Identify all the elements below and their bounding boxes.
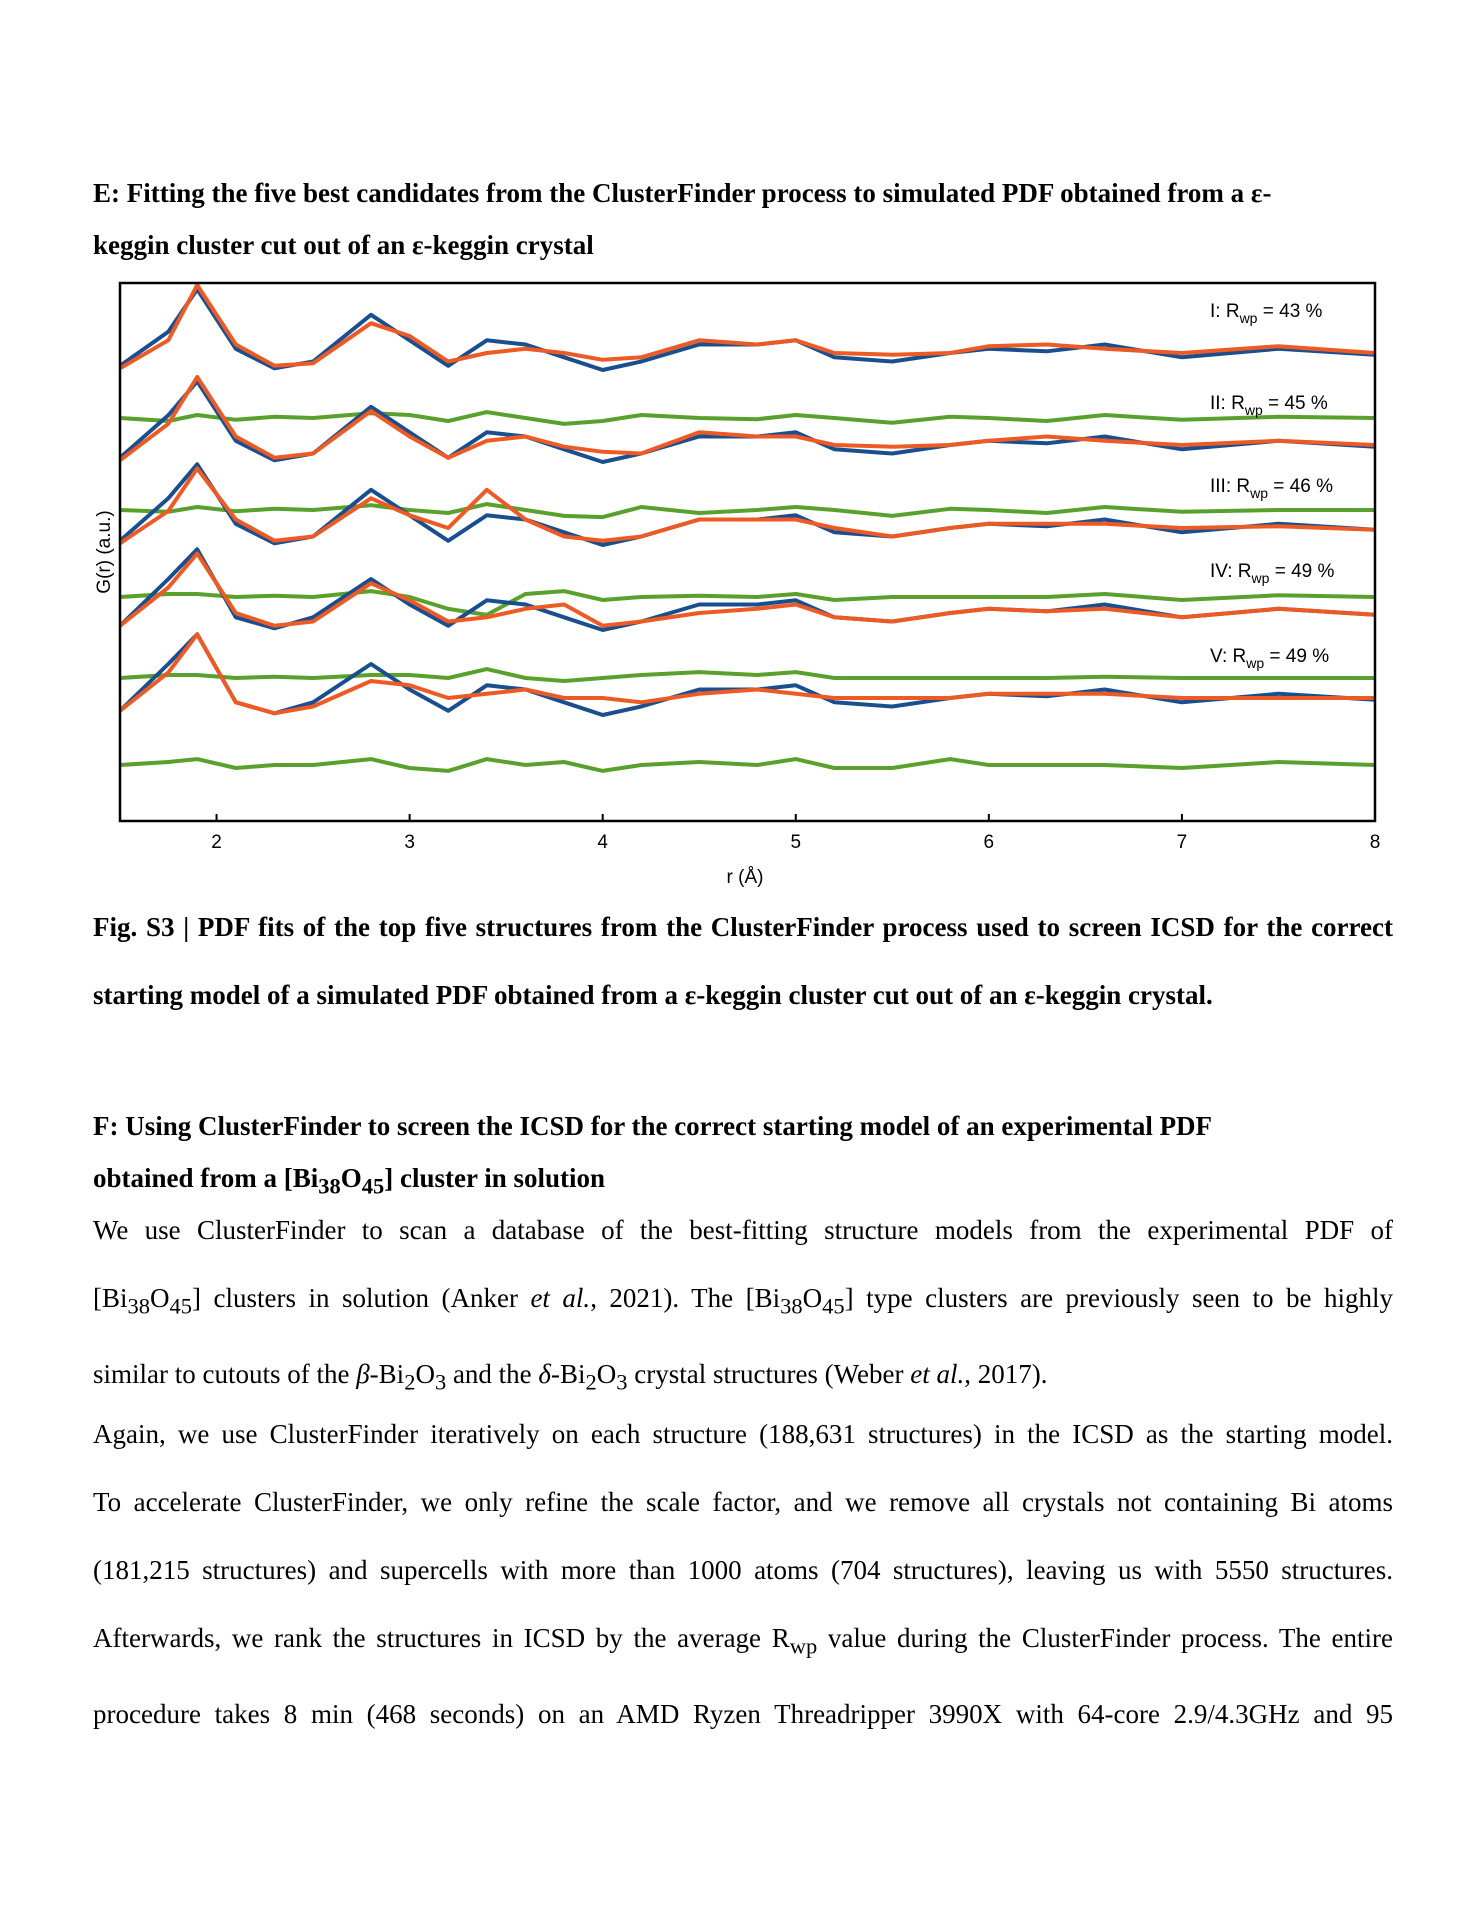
panel-2-difference-curve [119, 502, 1375, 520]
paragraph-2-line2: To accelerate ClusterFinder, we only ref… [93, 1487, 1393, 1517]
plot-frame [118, 281, 1377, 823]
panel-3-difference-curve [119, 589, 1376, 617]
panel-5-rwp-label: V: Rwp = 49 % [1210, 646, 1329, 671]
paragraph-2-line5: procedure takes 8 min (468 seconds) on a… [93, 1699, 1393, 1730]
panel-1-observed-curve [118, 287, 1376, 372]
panel-2-observed-curve [118, 379, 1376, 464]
paragraph-2-line1: Again, we use ClusterFinder iteratively … [93, 1419, 1393, 1449]
paragraph-2-line4: Afterwards, we rank the structures in IC… [93, 1623, 1393, 1659]
x-tick-label-6: 6 [984, 832, 995, 853]
x-tick-label-5: 5 [790, 832, 801, 853]
pdf-fits-figure: I: Rwp = 43 % II: Rwp = 45 % III: Rwp = 46… [94, 281, 1380, 888]
paragraph-1-line1: We use ClusterFinder to scan a database … [93, 1215, 1393, 1245]
section-f-heading: F: Using ClusterFinder to screen the ICS… [93, 1100, 1393, 1212]
x-tick-label-8: 8 [1370, 832, 1381, 853]
paragraph-2: Again, we use ClusterFinder iteratively … [93, 1400, 1393, 1748]
section-e-heading-line2: keggin cluster cut out of an ε-keggin cr… [93, 230, 594, 260]
panel-2-rwp-label: II: Rwp = 45 % [1210, 393, 1328, 418]
x-tick-label-3: 3 [404, 832, 415, 853]
x-axis-label: r (Å) [727, 867, 764, 888]
panel-5-calculated-curve [118, 632, 1375, 716]
paragraph-1: We use ClusterFinder to scan a database … [93, 1196, 1393, 1417]
panel-2-calculated-curve [118, 375, 1376, 462]
panel-1-calculated-curve [118, 283, 1376, 371]
panel-1-difference-curve [119, 410, 1376, 426]
paragraph-1-line3: similar to cutouts of the β-Bi2O3 and th… [93, 1359, 1048, 1395]
panel-3-calculated-curve [118, 466, 1376, 545]
section-e-heading-line1: E: Fitting the five best candidates from… [93, 178, 1272, 208]
x-tick-label-4: 4 [597, 832, 608, 853]
y-axis-label: G(r) (a.u.) [94, 510, 115, 593]
section-f-heading-line1: F: Using ClusterFinder to screen the ICS… [93, 1111, 1213, 1141]
section-e-heading: E: Fitting the five best candidates from… [93, 167, 1393, 271]
panel-3-observed-curve [118, 462, 1376, 547]
x-axis-ticks: 2 3 4 5 6 7 8 [211, 814, 1380, 853]
panel-4-difference-curve [119, 667, 1375, 683]
panel-3-rwp-label: III: Rwp = 46 % [1210, 476, 1333, 501]
panel-5-difference-curve [119, 757, 1376, 773]
x-tick-label-7: 7 [1177, 832, 1188, 853]
paragraph-1-line2: [Bi38O45] clusters in solution (Anker et… [93, 1283, 1393, 1319]
panel-labels: I: Rwp = 43 % II: Rwp = 45 % III: Rwp = 46… [1210, 301, 1335, 671]
section-f-heading-line2: obtained from a [Bi38O45] cluster in sol… [93, 1163, 606, 1199]
figure-caption: Fig. S3 | PDF fits of the top five struc… [93, 912, 1393, 1010]
x-tick-label-2: 2 [211, 832, 222, 853]
panel-4-calculated-curve [118, 551, 1376, 628]
plot-curves [118, 283, 1376, 773]
panel-4-rwp-label: IV: Rwp = 49 % [1210, 561, 1335, 586]
paragraph-2-line3: (181,215 structures) and supercells with… [93, 1555, 1393, 1585]
panel-1-rwp-label: I: Rwp = 43 % [1210, 301, 1323, 326]
